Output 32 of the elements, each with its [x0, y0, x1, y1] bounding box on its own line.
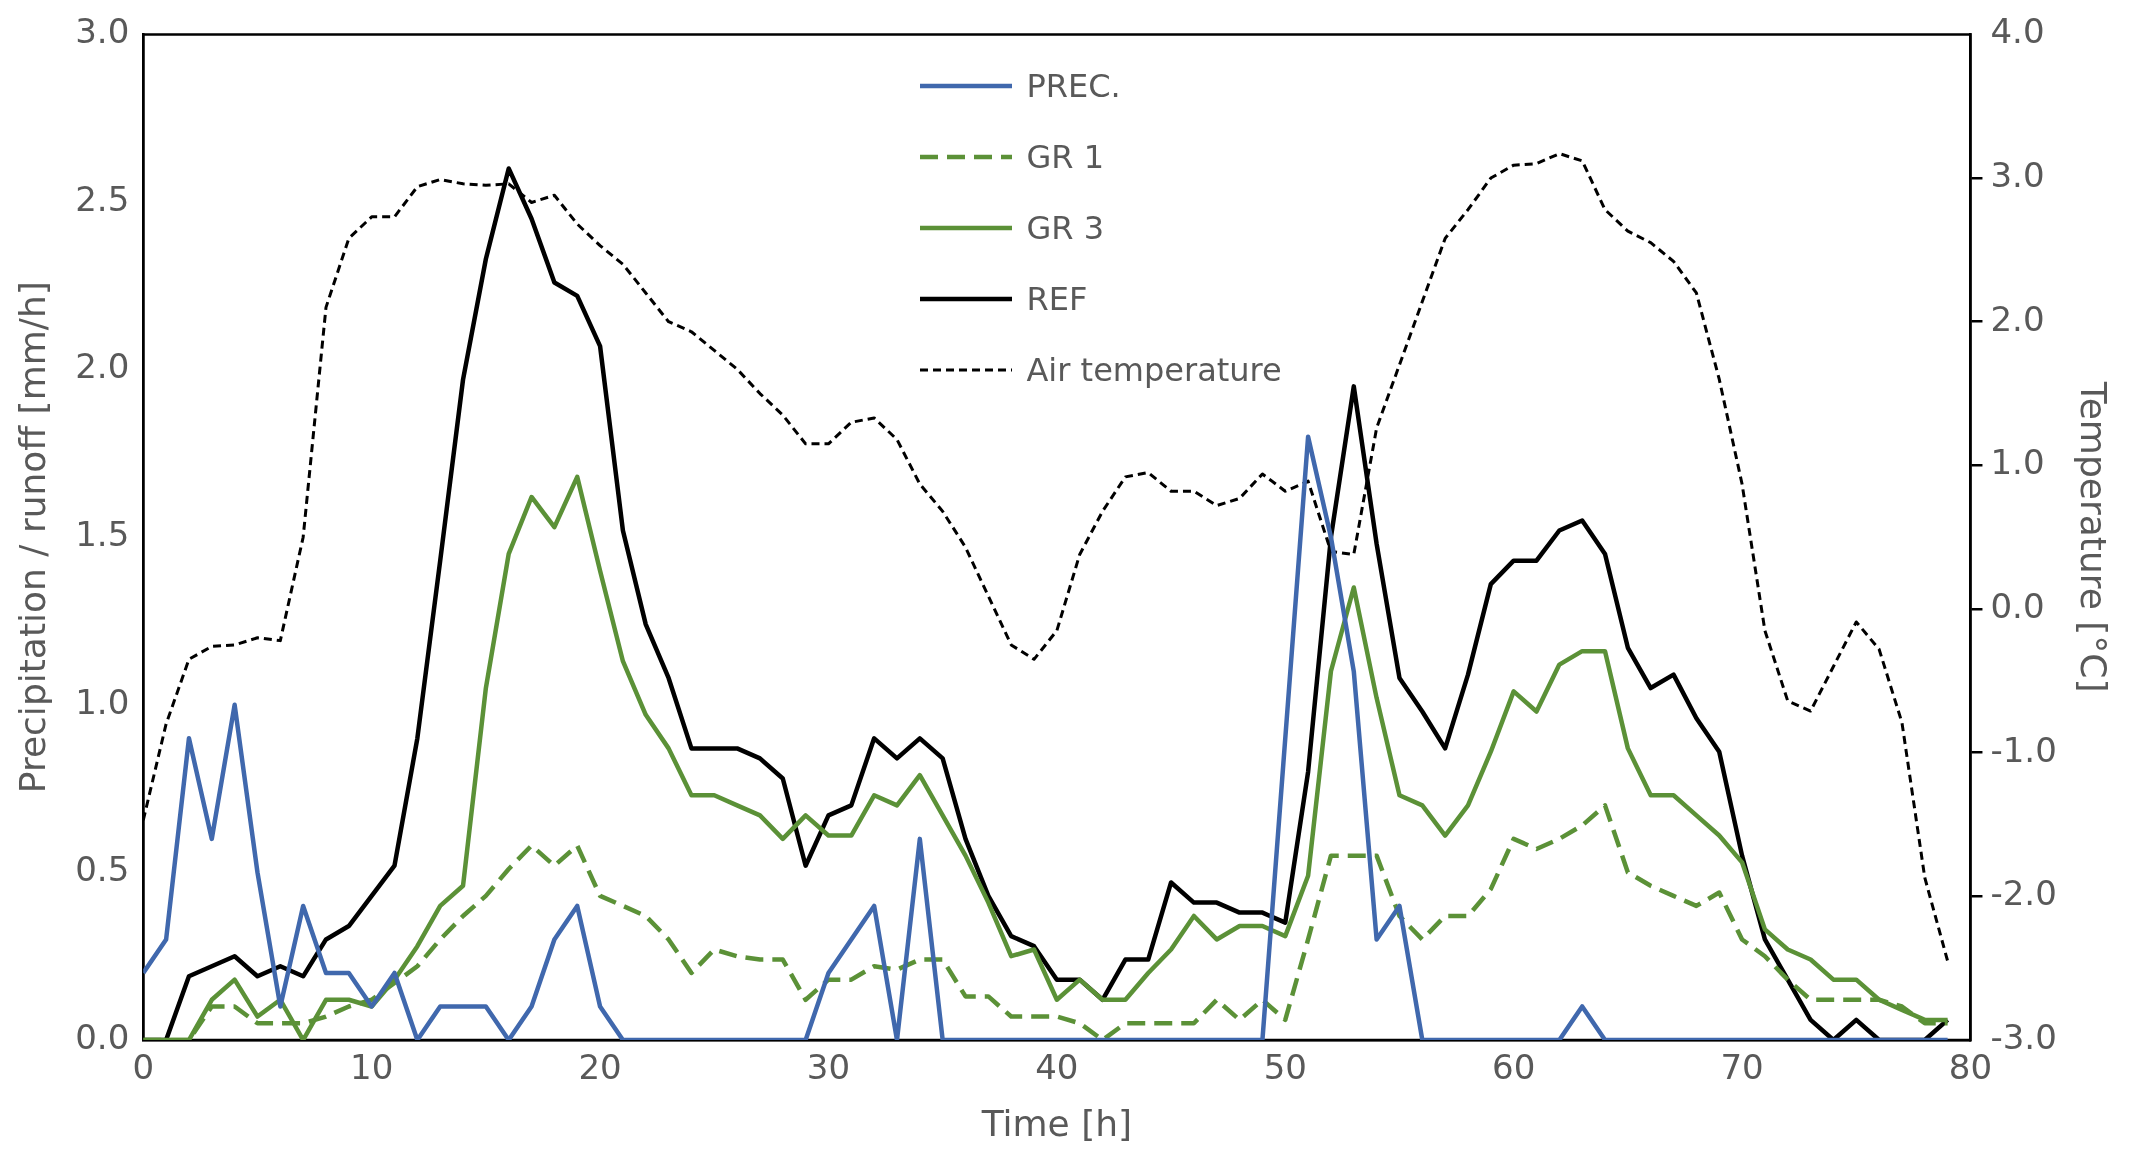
legend-label: PREC.: [1026, 66, 1121, 105]
y2-axis-title: Temperature [°C]: [2073, 380, 2115, 693]
y-tick-label: 2.5: [75, 178, 130, 219]
y-tick-label: 0.0: [75, 1016, 130, 1057]
x-tick-label: 60: [1492, 1047, 1536, 1088]
y-tick-label: 3.0: [75, 11, 130, 52]
y-tick-label: 0.5: [75, 849, 130, 890]
x-axis-title: Time [h]: [980, 1102, 1133, 1144]
legend-label: GR 3: [1026, 208, 1105, 247]
y2-tick-label: 1.0: [1990, 442, 2045, 483]
x-tick-label: 50: [1263, 1047, 1307, 1088]
y2-tick-label: 3.0: [1990, 154, 2045, 195]
y2-tick-label: -3.0: [1990, 1016, 2057, 1057]
y2-tick-label: 2.0: [1990, 298, 2045, 339]
y2-tick-label: -1.0: [1990, 729, 2057, 770]
y2-tick-label: 4.0: [1990, 11, 2045, 52]
x-tick-label: 80: [1948, 1047, 1993, 1088]
x-tick-label: 30: [806, 1047, 851, 1088]
y-tick-label: 1.5: [75, 514, 130, 555]
x-tick-label: 10: [350, 1047, 394, 1088]
legend-label: REF: [1026, 279, 1088, 318]
y-tick-label: 1.0: [75, 681, 130, 722]
x-tick-label: 20: [578, 1047, 622, 1088]
legend-label: Air temperature: [1026, 350, 1282, 389]
y-tick-label: 2.0: [75, 346, 130, 387]
x-tick-label: 40: [1035, 1047, 1079, 1088]
y2-tick-label: 0.0: [1990, 585, 2045, 626]
y2-tick-label: -2.0: [1990, 873, 2057, 914]
legend-label: GR 1: [1026, 137, 1105, 176]
x-tick-label: 0: [132, 1047, 155, 1088]
y-axis-title: Precipitation / runoff [mm/h]: [11, 281, 53, 794]
x-tick-label: 70: [1720, 1047, 1764, 1088]
